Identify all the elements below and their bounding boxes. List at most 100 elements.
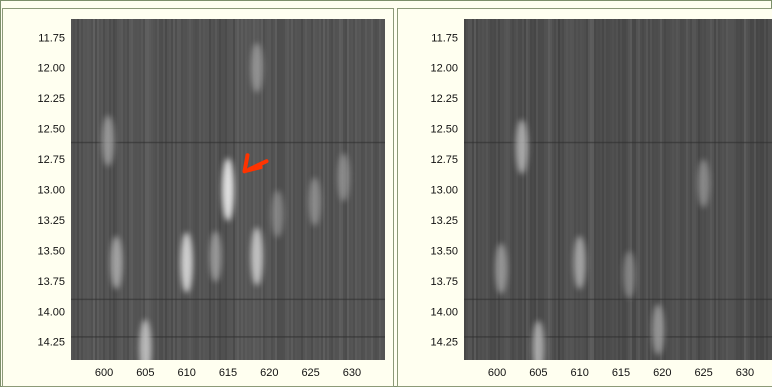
texture-streak <box>193 19 195 360</box>
intensity-spot <box>250 42 263 93</box>
texture-streak <box>606 19 608 360</box>
heatmap-area <box>464 19 772 360</box>
texture-streak <box>594 19 596 360</box>
heatmap-right: 11.75 12.00 12.25 12.50 12.75 13.00 13.25 13.50… <box>430 19 772 379</box>
texture-streak <box>125 19 127 360</box>
texture-streak <box>526 19 528 360</box>
texture-streak <box>87 19 89 360</box>
texture-streak <box>211 19 213 360</box>
texture-streak <box>217 19 219 360</box>
texture-streak <box>117 19 119 360</box>
band-line <box>464 141 772 144</box>
texture-streak <box>357 19 359 360</box>
texture-streak <box>654 19 656 360</box>
texture-streak <box>530 19 532 360</box>
intensity-spot <box>180 232 193 293</box>
y-tick-label: 13.75 <box>430 276 458 288</box>
texture-streak <box>584 19 586 360</box>
texture-streak <box>642 19 644 360</box>
texture-streak <box>383 19 385 360</box>
texture-streak <box>756 19 758 360</box>
texture-streak <box>744 19 746 360</box>
texture-streak <box>141 19 143 360</box>
texture-streak <box>245 19 247 360</box>
band-line <box>71 336 385 338</box>
texture-streak <box>291 19 293 360</box>
y-tick-label: 13.00 <box>430 185 458 197</box>
texture-streak <box>512 19 514 360</box>
texture-streak <box>612 19 614 360</box>
x-tick-label: 600 <box>488 367 506 379</box>
texture-streak <box>295 19 297 360</box>
y-tick-label: 11.75 <box>431 32 458 44</box>
x-tick-label: 625 <box>301 367 319 379</box>
texture-streak <box>73 19 75 360</box>
x-tick-label: 615 <box>219 367 237 379</box>
texture-streak <box>305 19 307 360</box>
texture-streak <box>674 19 676 360</box>
texture-streak <box>285 19 287 360</box>
intensity-spot <box>308 177 321 226</box>
texture-streak <box>690 19 692 360</box>
texture-streak <box>620 19 622 360</box>
texture-streak <box>614 19 616 360</box>
texture-streak <box>554 19 556 360</box>
texture-streak <box>249 19 251 360</box>
texture-streak <box>752 19 754 360</box>
texture-streak <box>542 19 544 360</box>
texture-streak <box>129 19 131 360</box>
texture-streak <box>482 19 484 360</box>
texture-streak <box>464 19 466 360</box>
texture-streak <box>660 19 662 360</box>
texture-streak <box>678 19 680 360</box>
texture-streak <box>634 19 636 360</box>
texture-streak <box>155 19 157 360</box>
texture-streak <box>618 19 620 360</box>
texture-streak <box>145 19 147 360</box>
texture-streak <box>656 19 658 360</box>
heatmap-area <box>71 19 385 360</box>
texture-streak <box>187 19 189 360</box>
texture-streak <box>720 19 722 360</box>
texture-streak <box>161 19 163 360</box>
texture-streak <box>351 19 353 360</box>
intensity-spot <box>110 235 123 290</box>
intensity-spot <box>652 304 665 355</box>
texture-streak <box>177 19 179 360</box>
texture-streak <box>728 19 730 360</box>
texture-streak <box>197 19 199 360</box>
texture-streak <box>91 19 93 360</box>
y-tick-label: 11.75 <box>38 32 65 44</box>
texture-streak <box>500 19 502 360</box>
texture-streak <box>592 19 594 360</box>
texture-streak <box>139 19 141 360</box>
texture-streak <box>241 19 243 360</box>
texture-streak <box>243 19 245 360</box>
texture-streak <box>718 19 720 360</box>
texture-streak <box>365 19 367 360</box>
texture-streak <box>498 19 500 360</box>
texture-streak <box>207 19 209 360</box>
texture-streak <box>191 19 193 360</box>
texture-streak <box>119 19 121 360</box>
texture-streak <box>546 19 548 360</box>
y-tick-label: 12.25 <box>430 93 458 105</box>
texture-streak <box>199 19 201 360</box>
intensity-spot <box>515 119 528 175</box>
texture-streak <box>307 19 309 360</box>
texture-streak <box>588 19 590 360</box>
texture-streak <box>297 19 299 360</box>
texture-streak <box>259 19 261 360</box>
texture-streak <box>580 19 582 360</box>
heatmap-background <box>464 19 772 360</box>
texture-streak <box>628 19 630 360</box>
texture-streak <box>566 19 568 360</box>
texture-streak <box>610 19 612 360</box>
texture-streak <box>734 19 736 360</box>
texture-streak <box>488 19 490 360</box>
texture-streak <box>171 19 173 360</box>
texture-streak <box>538 19 540 360</box>
texture-streak <box>355 19 357 360</box>
y-tick-label: 14.00 <box>37 306 65 318</box>
texture-streak <box>672 19 674 360</box>
